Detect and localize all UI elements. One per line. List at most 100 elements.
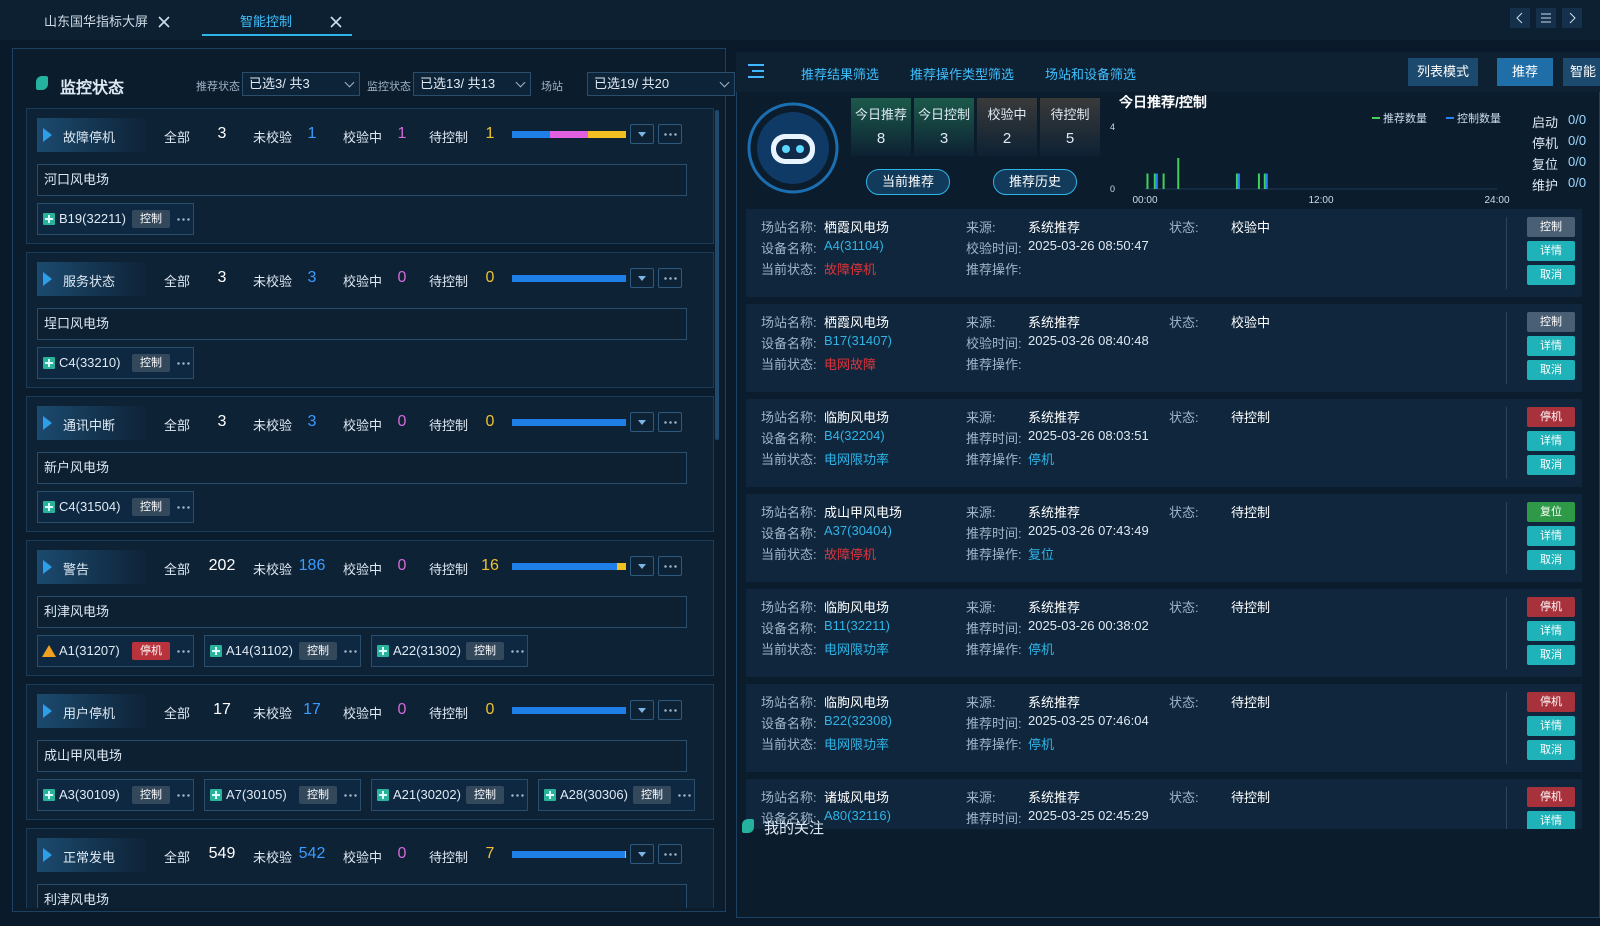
window-controls[interactable] [1510,8,1600,30]
cancel-button[interactable]: 取消 [1527,455,1575,475]
device-icon [43,789,55,801]
field-label: 推荐时间: [966,716,1022,731]
history-button[interactable]: 推荐历史 [993,169,1077,195]
chart-title: 今日推荐/控制 [1118,95,1207,110]
stat-value: 202 [208,557,236,574]
expand-button[interactable] [630,556,654,576]
field-value: 故障停机 [824,262,877,277]
mode-button[interactable]: 列表模式 [1408,58,1478,86]
expand-button[interactable] [630,268,654,288]
dots [664,421,677,424]
filter-dropdown[interactable]: 已选13/ 共13 [413,72,531,96]
filter-tab[interactable]: 推荐结果筛选 [801,67,880,82]
expand-button[interactable] [630,700,654,720]
device-box[interactable]: C4(31504) 控制 [37,491,194,523]
device-box[interactable]: A14(31102) 控制 [204,635,361,667]
action-button[interactable]: 复位 [1527,502,1575,522]
more-button[interactable] [658,556,682,576]
tab[interactable]: 智能控制 [202,8,352,36]
stat-label: 未校验 [253,850,293,865]
device-box[interactable]: A21(30202) 控制 [371,779,528,811]
stat-box: 待控制 5 [1040,98,1100,156]
detail-button[interactable]: 详情 [1527,526,1575,546]
cancel-button[interactable]: 取消 [1527,265,1575,285]
device-box[interactable]: A7(30105) 控制 [204,779,361,811]
device-action[interactable]: 控制 [132,210,170,228]
action-button[interactable]: 停机 [1527,692,1575,712]
expand-button[interactable] [630,124,654,144]
device-box[interactable]: A3(30109) 控制 [37,779,194,811]
device-box[interactable]: C4(33210) 控制 [37,347,194,379]
action-button[interactable]: 停机 [1527,787,1575,807]
stat-value: 7 [485,845,495,862]
detail-button[interactable]: 详情 [1527,241,1575,261]
stat-label: 待控制 [1050,107,1090,122]
stat-value: 1 [307,125,317,142]
mode-button[interactable]: 智能 [1563,58,1600,86]
field-value: 成山甲风电场 [824,505,903,520]
close-icon[interactable] [158,16,170,28]
device-action[interactable]: 控制 [132,498,170,516]
detail-button[interactable]: 详情 [1527,716,1575,736]
device-box[interactable]: A1(31207) 停机 [37,635,194,667]
detail-button[interactable]: 详情 [1527,336,1575,356]
more-button[interactable] [658,412,682,432]
device-action[interactable]: 停机 [132,642,170,660]
field-value: A80(32116) [824,808,891,823]
action-button[interactable]: 控制 [1527,217,1575,237]
action-button[interactable]: 停机 [1527,597,1575,617]
device-action[interactable]: 控制 [132,786,170,804]
mode-button[interactable]: 推荐 [1497,58,1553,86]
field-label: 场站名称: [761,600,817,615]
stat-label: 待控制 [429,706,469,721]
cancel-button[interactable]: 取消 [1527,645,1575,665]
device-box[interactable]: A28(30306) 控制 [538,779,695,811]
filter-tab[interactable]: 推荐操作类型筛选 [910,67,1015,82]
detail-button[interactable]: 详情 [1527,811,1575,829]
device-action[interactable]: 控制 [132,354,170,372]
expand-button[interactable] [630,844,654,864]
detail-button[interactable]: 详情 [1527,431,1575,451]
cancel-button[interactable]: 取消 [1527,360,1575,380]
history-button[interactable]: 当前推荐 [866,169,950,195]
chevron [43,704,52,718]
more-button[interactable] [658,268,682,288]
action-button[interactable]: 控制 [1527,312,1575,332]
menu-icon[interactable] [748,64,764,78]
field-label: 状态: [1169,220,1199,235]
group-name-box [37,838,149,872]
close-icon[interactable] [330,16,342,28]
device-action[interactable]: 控制 [299,786,337,804]
device-action[interactable]: 控制 [466,642,504,660]
dots [678,794,691,797]
field-value: B22(32308) [824,713,892,728]
cancel-button[interactable]: 取消 [1527,740,1575,760]
device-action[interactable]: 控制 [633,786,671,804]
filter-tab[interactable]: 场站和设备筛选 [1045,67,1137,82]
tab[interactable]: 山东国华指标大屏 [44,14,149,29]
more-button[interactable] [658,844,682,864]
stat-label: 校验中 [343,562,383,577]
detail-button[interactable]: 详情 [1527,621,1575,641]
dropdown-arrow [719,77,730,88]
filter-dropdown[interactable]: 已选3/ 共3 [242,72,360,96]
record: 场站名称: 临朐风电场 设备名称: B4(32204) 当前状态: 电网限功率 来源: 系统推… [746,399,1582,487]
device-action[interactable]: 控制 [299,642,337,660]
device-box[interactable]: B19(32211) 控制 [37,203,194,235]
group-name: 服务状态 [63,274,116,289]
more-button[interactable] [658,700,682,720]
field-value: 电网限功率 [824,642,890,657]
device-box[interactable]: A22(31302) 控制 [371,635,528,667]
device-name: A7(30105) [226,787,287,802]
action-button[interactable]: 停机 [1527,407,1575,427]
expand-button[interactable] [630,412,654,432]
device-icon [377,789,389,801]
field-value: 待控制 [1231,600,1271,615]
bar [1155,173,1158,189]
dots [511,650,524,653]
field-value: 待控制 [1231,410,1271,425]
more-button[interactable] [658,124,682,144]
device-action[interactable]: 控制 [466,786,504,804]
filter-dropdown[interactable]: 已选19/ 共20 [587,72,735,96]
cancel-button[interactable]: 取消 [1527,550,1575,570]
